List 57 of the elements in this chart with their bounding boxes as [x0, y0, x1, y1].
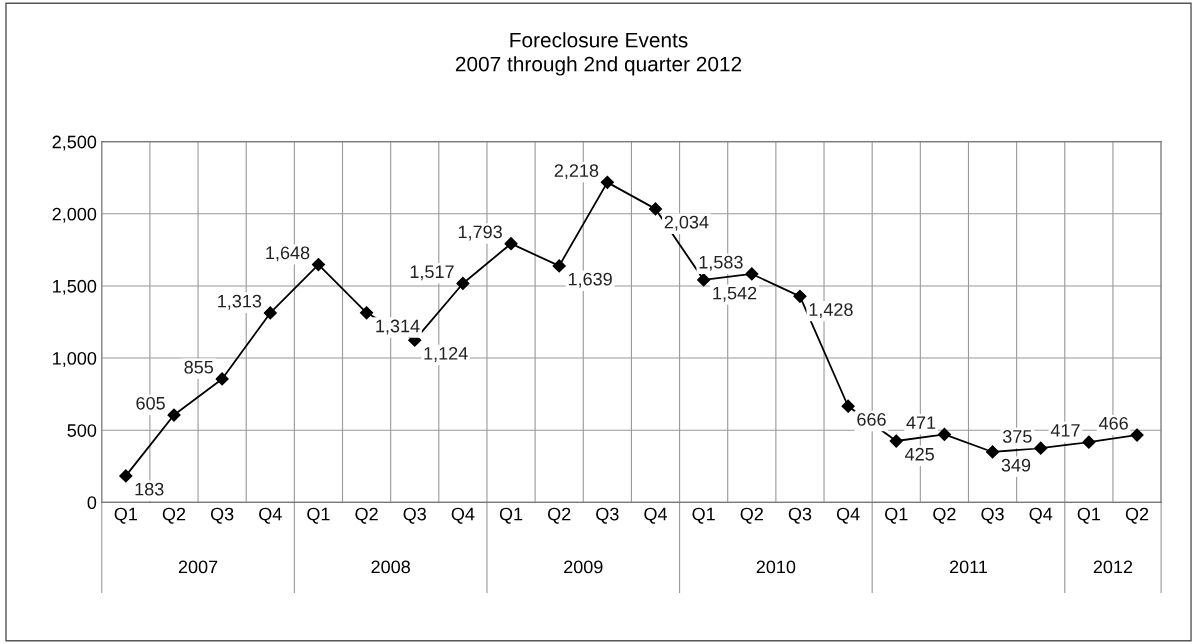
data-label: 183 — [135, 482, 164, 496]
data-label: 1,639 — [568, 272, 612, 288]
x-tick-label: Q3 — [981, 507, 1004, 524]
data-label: 1,428 — [809, 303, 853, 319]
text: 2008 — [371, 560, 410, 574]
data-label: 666 — [857, 413, 886, 426]
data-label: 2,218 — [554, 164, 599, 180]
x-tick-label: Q3 — [788, 507, 812, 524]
text: 2007 — [178, 560, 218, 574]
x-tick-label: Q4 — [451, 507, 475, 524]
data-label: 466 — [1098, 416, 1128, 430]
x-tick-label: Q1 — [114, 507, 137, 524]
data-label: 1,542 — [713, 286, 757, 302]
data-label: 349 — [1001, 458, 1031, 472]
data-label: 2,034 — [664, 215, 709, 231]
x-tick-label: Q3 — [596, 507, 619, 524]
data-label: 855 — [184, 360, 214, 374]
data-label: 605 — [136, 396, 165, 410]
x-tick-label: Q2 — [355, 507, 378, 524]
text: 2009 — [564, 560, 603, 574]
y-tick-label: 2,000 — [52, 207, 97, 223]
x-tick-label: Q2 — [740, 507, 763, 524]
x-tick-label: Q1 — [692, 507, 715, 524]
x-tick-label: Q3 — [210, 507, 234, 524]
data-label: 471 — [906, 416, 936, 429]
x-tick-label: Q4 — [644, 507, 668, 524]
data-label: 1,313 — [218, 294, 262, 310]
x-tick-label: Q2 — [548, 507, 571, 524]
x-tick-label: Q1 — [499, 507, 523, 524]
x-tick-label: Q4 — [259, 507, 282, 524]
data-label: 417 — [1050, 424, 1080, 437]
x-tick-label: Q4 — [836, 507, 860, 524]
y-tick-label: 2,500 — [52, 135, 97, 151]
y-tick-label: 0 — [87, 496, 97, 510]
x-tick-label: Q2 — [933, 507, 956, 524]
x-tick-label: Q1 — [885, 507, 908, 524]
x-tick-label: Q2 — [1125, 507, 1149, 524]
text: 2010 — [756, 560, 796, 574]
x-tick-label: Q2 — [162, 507, 186, 524]
data-label: 1,124 — [424, 347, 468, 362]
data-label: 1,583 — [699, 255, 743, 271]
chart-title: Foreclosure Events 2007 through 2nd quarter 2012 — [455, 32, 742, 76]
data-label: 375 — [1002, 430, 1032, 443]
data-label: 1,648 — [266, 246, 310, 262]
y-tick-label: 500 — [67, 424, 97, 437]
x-tick-label: Q3 — [403, 507, 426, 524]
data-label: 1,517 — [410, 265, 454, 281]
text: 2012 — [1093, 560, 1133, 574]
text: 2011 — [949, 560, 988, 574]
y-tick-label: 1,000 — [53, 352, 97, 367]
data-label: 1,793 — [458, 225, 502, 241]
x-tick-label: Q4 — [1029, 507, 1053, 524]
data-label: 425 — [905, 447, 934, 461]
y-tick-label: 1,500 — [53, 279, 97, 295]
data-label: 1,314 — [376, 319, 420, 335]
x-tick-label: Q1 — [1077, 507, 1101, 524]
x-tick-label: Q1 — [307, 507, 330, 524]
